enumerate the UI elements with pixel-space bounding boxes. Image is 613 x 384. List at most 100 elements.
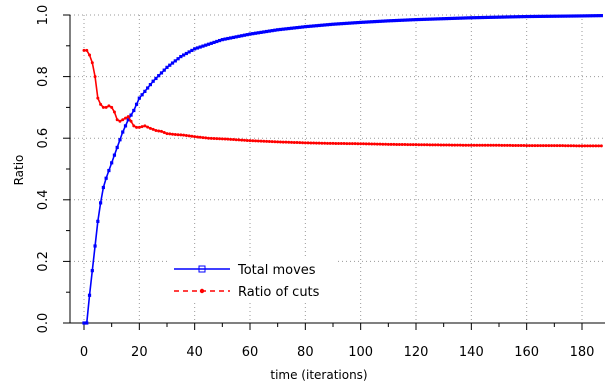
data-point — [527, 14, 532, 19]
data-point — [453, 143, 457, 147]
data-point — [118, 138, 122, 142]
data-point — [563, 14, 567, 18]
data-point — [577, 144, 581, 148]
data-point — [397, 142, 401, 146]
series-layer — [82, 14, 603, 325]
data-point — [151, 127, 155, 131]
data-point — [140, 125, 144, 129]
data-point — [157, 129, 161, 133]
data-point — [168, 132, 172, 136]
data-point — [456, 143, 459, 147]
y-tick-label: 0.4 — [36, 189, 51, 210]
data-point — [533, 14, 537, 19]
data-point — [364, 20, 368, 24]
data-point — [265, 139, 269, 143]
data-point — [389, 19, 393, 23]
series-ratio-of-cuts — [82, 48, 603, 148]
data-point — [300, 25, 305, 29]
data-point — [433, 143, 437, 147]
y-tick-label: 0.6 — [36, 128, 51, 149]
data-point — [580, 144, 584, 148]
data-point — [229, 36, 233, 40]
data-point — [561, 14, 565, 18]
data-point — [154, 76, 158, 81]
data-point — [303, 141, 307, 145]
data-point — [281, 140, 285, 144]
data-point — [173, 59, 177, 63]
data-point — [231, 138, 235, 142]
data-point — [204, 43, 208, 47]
data-point — [525, 14, 529, 19]
data-point — [248, 139, 252, 143]
data-point — [417, 17, 421, 22]
data-point — [162, 131, 166, 135]
data-point — [516, 15, 520, 19]
data-point — [381, 19, 385, 23]
data-point — [328, 22, 332, 27]
data-point — [290, 140, 293, 144]
data-point — [497, 15, 501, 19]
data-point — [115, 145, 119, 150]
data-point — [159, 71, 164, 75]
data-point — [489, 143, 493, 147]
data-point — [367, 142, 371, 146]
data-point — [331, 141, 335, 145]
data-point — [566, 14, 570, 18]
data-point — [516, 143, 520, 147]
data-point — [259, 139, 263, 143]
data-point — [561, 144, 565, 148]
data-point — [472, 143, 476, 147]
data-point — [298, 25, 302, 29]
data-point — [93, 244, 97, 248]
data-point — [273, 140, 277, 144]
legend-background — [168, 259, 338, 303]
data-point — [503, 143, 507, 147]
data-point — [353, 21, 357, 25]
data-point — [229, 137, 233, 141]
data-point — [597, 14, 601, 18]
data-point — [527, 144, 531, 148]
x-tick-label: 100 — [348, 345, 373, 360]
legend-label-total-moves: Total moves — [237, 263, 316, 278]
data-point — [99, 102, 103, 106]
data-point — [550, 144, 554, 148]
x-tick-label: 80 — [297, 345, 314, 360]
data-point — [93, 75, 97, 79]
data-point — [572, 14, 576, 18]
data-point — [195, 135, 199, 139]
data-point — [558, 14, 562, 18]
data-point — [444, 143, 448, 147]
data-point — [563, 144, 567, 148]
data-point — [170, 61, 175, 65]
data-point — [165, 132, 169, 136]
data-point — [104, 105, 108, 109]
series-total-moves — [82, 14, 603, 325]
data-point — [151, 79, 155, 83]
data-point — [420, 143, 424, 147]
data-point — [328, 141, 332, 145]
data-point — [201, 136, 205, 140]
data-point — [325, 23, 330, 27]
data-point — [422, 17, 426, 21]
data-point — [378, 142, 382, 146]
data-point — [262, 30, 266, 34]
data-point — [566, 144, 570, 148]
data-point — [137, 125, 141, 129]
data-point — [586, 144, 590, 148]
data-point — [359, 20, 363, 24]
data-point — [281, 27, 285, 31]
data-point — [193, 47, 197, 51]
data-point — [295, 26, 299, 30]
data-point — [467, 143, 471, 147]
data-point — [287, 26, 291, 31]
data-point — [187, 134, 191, 138]
data-point — [320, 23, 324, 27]
data-point — [198, 45, 202, 49]
data-point — [218, 137, 222, 141]
data-point — [99, 201, 103, 205]
data-point — [320, 141, 324, 145]
data-point — [223, 37, 227, 41]
data-point — [90, 61, 94, 65]
data-point — [157, 74, 161, 78]
data-point — [345, 142, 349, 146]
